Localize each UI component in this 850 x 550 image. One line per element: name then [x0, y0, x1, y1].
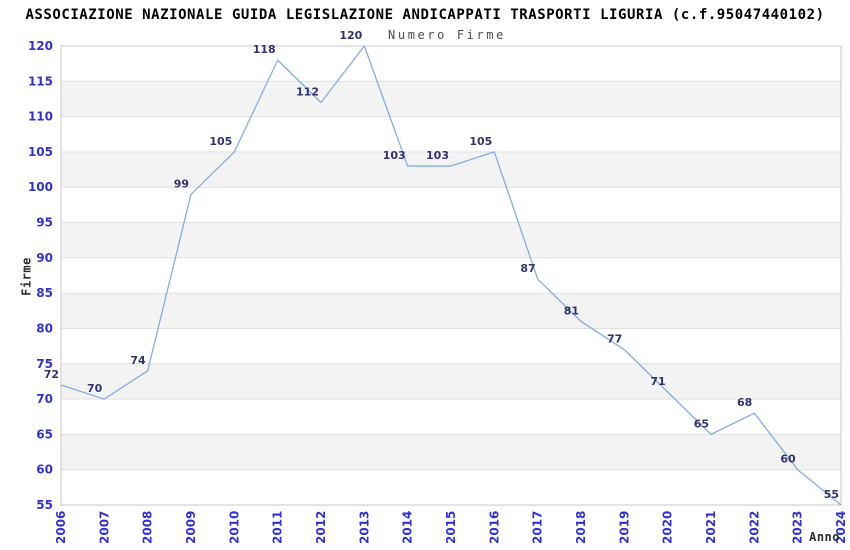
- data-point-label: 71: [650, 375, 665, 388]
- x-tick-label: 2024: [834, 511, 848, 544]
- data-point-label: 68: [737, 396, 752, 409]
- x-tick-label: 2016: [487, 511, 501, 544]
- x-tick-label: 2012: [314, 511, 328, 544]
- plot-band: [61, 434, 841, 470]
- data-point-label: 87: [520, 262, 535, 275]
- x-tick-label: 2009: [184, 511, 198, 544]
- x-tick-label: 2008: [141, 511, 155, 544]
- x-tick-label: 2018: [574, 511, 588, 544]
- data-point-label: 74: [130, 354, 146, 367]
- y-tick-label: 110: [28, 110, 53, 124]
- data-point-label: 112: [296, 85, 319, 98]
- data-point-label: 55: [824, 488, 839, 501]
- y-tick-label: 80: [36, 321, 53, 335]
- chart-title: ASSOCIAZIONE NAZIONALE GUIDA LEGISLAZION…: [25, 7, 825, 23]
- x-tick-label: 2020: [661, 511, 675, 544]
- data-point-label: 72: [44, 368, 59, 381]
- y-tick-label: 95: [36, 216, 53, 230]
- data-point-label: 105: [209, 135, 232, 148]
- y-tick-label: 115: [28, 74, 53, 88]
- y-tick-label: 85: [36, 286, 53, 300]
- x-tick-label: 2014: [401, 511, 415, 544]
- x-tick-label: 2011: [271, 511, 285, 544]
- data-point-label: 118: [253, 43, 276, 56]
- plot-band: [61, 293, 841, 329]
- y-tick-label: 90: [36, 251, 53, 265]
- x-tick-label: 2010: [227, 511, 241, 544]
- x-tick-label: 2007: [97, 511, 111, 544]
- y-tick-label: 60: [36, 463, 53, 477]
- data-point-label: 103: [426, 149, 449, 162]
- x-tick-label: 2015: [444, 511, 458, 544]
- x-tick-label: 2023: [791, 511, 805, 544]
- x-tick-label: 2022: [747, 511, 761, 544]
- x-tick-label: 2019: [617, 511, 631, 544]
- x-tick-label: 2017: [531, 511, 545, 544]
- data-point-label: 77: [607, 333, 622, 346]
- data-point-label: 65: [694, 417, 709, 430]
- series-line: [60, 45, 842, 506]
- y-tick-label: 100: [28, 180, 53, 194]
- x-tick-label: 2021: [704, 511, 718, 544]
- y-tick-label: 105: [28, 145, 53, 159]
- plot-band: [61, 363, 841, 400]
- y-tick-label: 65: [36, 427, 53, 441]
- data-point-label: 120: [339, 29, 362, 42]
- y-tick-label: 120: [28, 39, 53, 53]
- plot-band: [61, 151, 841, 188]
- x-tick-label: 2013: [357, 511, 371, 544]
- plot-border: [60, 45, 842, 506]
- y-tick-label: 75: [36, 357, 53, 371]
- y-tick-label: 70: [36, 392, 53, 406]
- data-point-label: 99: [174, 177, 189, 190]
- data-point-label: 105: [469, 135, 492, 148]
- y-tick-label: 55: [36, 498, 53, 512]
- data-point-label: 81: [564, 304, 579, 317]
- data-point-label: 103: [383, 149, 406, 162]
- data-point-label: 60: [780, 453, 796, 466]
- data-point-label: 70: [87, 382, 103, 395]
- chart-subtitle: Numero Firme: [388, 28, 506, 42]
- x-axis-title: Anno: [809, 530, 840, 544]
- plot-band: [61, 222, 841, 258]
- plot-band: [61, 81, 841, 117]
- x-tick-label: 2006: [54, 511, 68, 544]
